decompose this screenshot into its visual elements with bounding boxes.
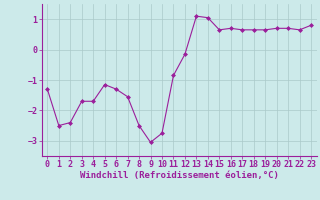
X-axis label: Windchill (Refroidissement éolien,°C): Windchill (Refroidissement éolien,°C) bbox=[80, 171, 279, 180]
